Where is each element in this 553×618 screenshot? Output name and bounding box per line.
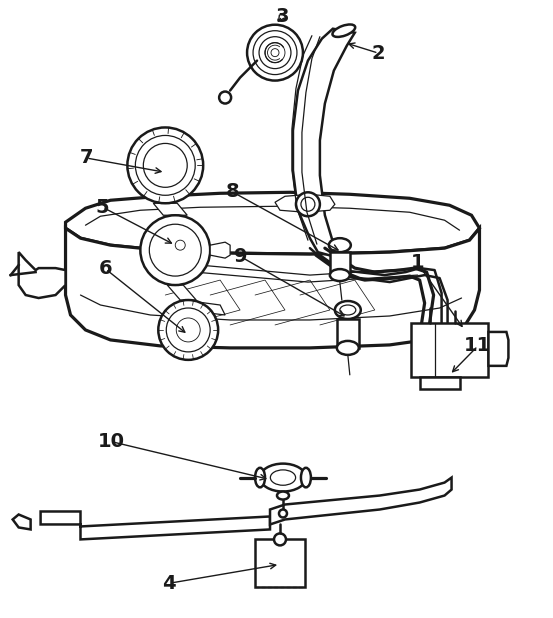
Circle shape [274,533,286,546]
Polygon shape [66,192,479,254]
Polygon shape [210,242,230,258]
Polygon shape [13,514,30,530]
Polygon shape [275,194,335,212]
Ellipse shape [335,301,361,319]
Polygon shape [270,478,452,525]
Circle shape [140,215,210,285]
Ellipse shape [332,25,355,37]
Circle shape [296,192,320,216]
Polygon shape [183,300,225,315]
Ellipse shape [255,468,265,488]
Ellipse shape [260,464,306,491]
Ellipse shape [301,468,311,488]
Polygon shape [420,377,460,389]
Ellipse shape [279,509,287,517]
Text: 6: 6 [98,260,112,279]
Polygon shape [66,228,479,348]
Ellipse shape [329,238,351,252]
Text: 9: 9 [234,247,247,266]
Polygon shape [255,540,305,587]
Circle shape [219,91,231,104]
Circle shape [175,240,185,250]
Text: 4: 4 [162,574,176,593]
Ellipse shape [277,491,289,499]
Text: 10: 10 [97,432,124,451]
Polygon shape [293,28,355,258]
Text: 5: 5 [96,198,109,217]
Polygon shape [330,252,350,275]
Circle shape [158,300,218,360]
Text: 2: 2 [372,44,385,62]
Text: 7: 7 [80,148,93,167]
Text: 1: 1 [410,253,424,273]
Polygon shape [488,332,508,366]
Text: 8: 8 [226,182,239,201]
Text: 3: 3 [275,7,289,26]
Polygon shape [167,285,196,300]
Polygon shape [411,323,488,377]
Polygon shape [153,203,187,215]
Ellipse shape [330,269,350,281]
Circle shape [301,197,315,211]
Circle shape [247,25,303,80]
Polygon shape [40,512,270,540]
Text: 11: 11 [464,336,492,355]
Polygon shape [337,319,359,348]
Polygon shape [19,252,66,298]
Circle shape [127,127,203,203]
Ellipse shape [337,341,359,355]
